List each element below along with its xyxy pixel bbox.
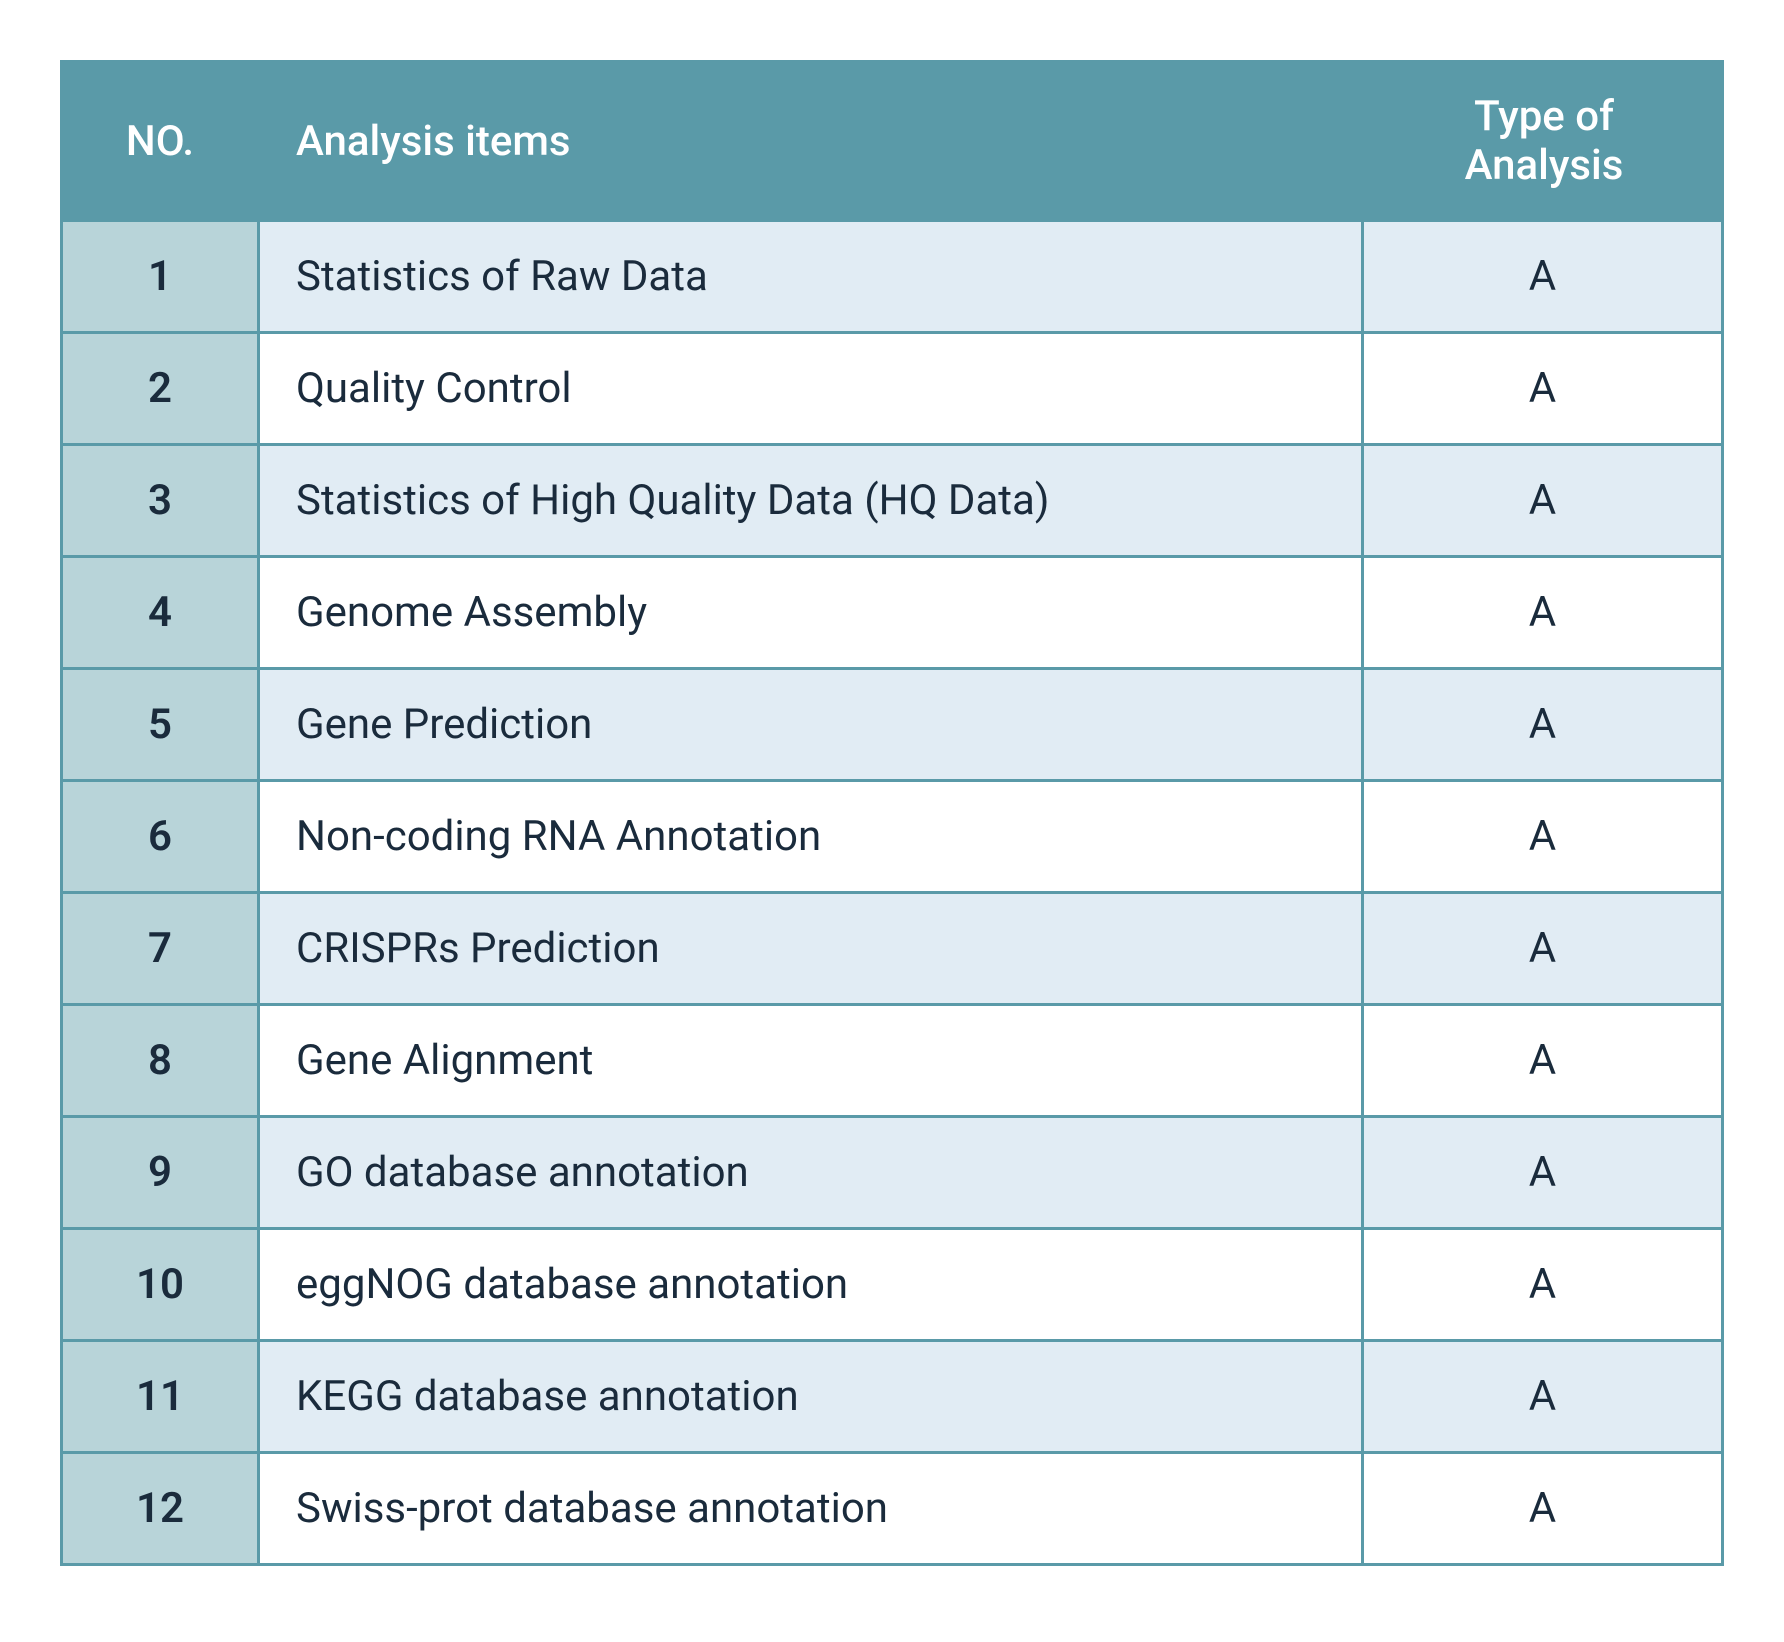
- cell-type: A: [1364, 222, 1724, 334]
- cell-no: 8: [60, 1006, 260, 1118]
- cell-no: 9: [60, 1118, 260, 1230]
- header-no: NO.: [60, 60, 260, 222]
- cell-no: 12: [60, 1454, 260, 1566]
- cell-type: A: [1364, 1454, 1724, 1566]
- table-row: 8 Gene Alignment A: [60, 1006, 1724, 1118]
- cell-type: A: [1364, 782, 1724, 894]
- cell-type: A: [1364, 1118, 1724, 1230]
- cell-type: A: [1364, 1006, 1724, 1118]
- cell-no: 11: [60, 1342, 260, 1454]
- cell-items: CRISPRs Prediction: [260, 894, 1364, 1006]
- header-items: Analysis items: [260, 60, 1364, 222]
- cell-items: Non-coding RNA Annotation: [260, 782, 1364, 894]
- table-row: 10 eggNOG database annotation A: [60, 1230, 1724, 1342]
- cell-items: Statistics of Raw Data: [260, 222, 1364, 334]
- cell-type: A: [1364, 558, 1724, 670]
- analysis-table-container: NO. Analysis items Type of Analysis 1 St…: [60, 60, 1724, 1566]
- table-row: 1 Statistics of Raw Data A: [60, 222, 1724, 334]
- table-row: 3 Statistics of High Quality Data (HQ Da…: [60, 446, 1724, 558]
- cell-type: A: [1364, 1342, 1724, 1454]
- cell-no: 4: [60, 558, 260, 670]
- table-row: 5 Gene Prediction A: [60, 670, 1724, 782]
- cell-items: Swiss-prot database annotation: [260, 1454, 1364, 1566]
- cell-no: 2: [60, 334, 260, 446]
- table-body: 1 Statistics of Raw Data A 2 Quality Con…: [60, 222, 1724, 1566]
- cell-type: A: [1364, 894, 1724, 1006]
- cell-items: Statistics of High Quality Data (HQ Data…: [260, 446, 1364, 558]
- cell-items: KEGG database annotation: [260, 1342, 1364, 1454]
- cell-no: 6: [60, 782, 260, 894]
- cell-items: Genome Assembly: [260, 558, 1364, 670]
- table-row: 7 CRISPRs Prediction A: [60, 894, 1724, 1006]
- table-row: 2 Quality Control A: [60, 334, 1724, 446]
- cell-type: A: [1364, 670, 1724, 782]
- cell-items: Gene Alignment: [260, 1006, 1364, 1118]
- cell-no: 1: [60, 222, 260, 334]
- header-type: Type of Analysis: [1364, 60, 1724, 222]
- cell-type: A: [1364, 1230, 1724, 1342]
- cell-no: 3: [60, 446, 260, 558]
- cell-items: Gene Prediction: [260, 670, 1364, 782]
- analysis-table: NO. Analysis items Type of Analysis 1 St…: [60, 60, 1724, 1566]
- cell-type: A: [1364, 334, 1724, 446]
- table-header: NO. Analysis items Type of Analysis: [60, 60, 1724, 222]
- cell-type: A: [1364, 446, 1724, 558]
- cell-no: 10: [60, 1230, 260, 1342]
- cell-items: GO database annotation: [260, 1118, 1364, 1230]
- cell-no: 7: [60, 894, 260, 1006]
- table-row: 11 KEGG database annotation A: [60, 1342, 1724, 1454]
- cell-no: 5: [60, 670, 260, 782]
- table-header-row: NO. Analysis items Type of Analysis: [60, 60, 1724, 222]
- table-row: 4 Genome Assembly A: [60, 558, 1724, 670]
- cell-items: eggNOG database annotation: [260, 1230, 1364, 1342]
- cell-items: Quality Control: [260, 334, 1364, 446]
- table-row: 12 Swiss-prot database annotation A: [60, 1454, 1724, 1566]
- table-row: 9 GO database annotation A: [60, 1118, 1724, 1230]
- table-row: 6 Non-coding RNA Annotation A: [60, 782, 1724, 894]
